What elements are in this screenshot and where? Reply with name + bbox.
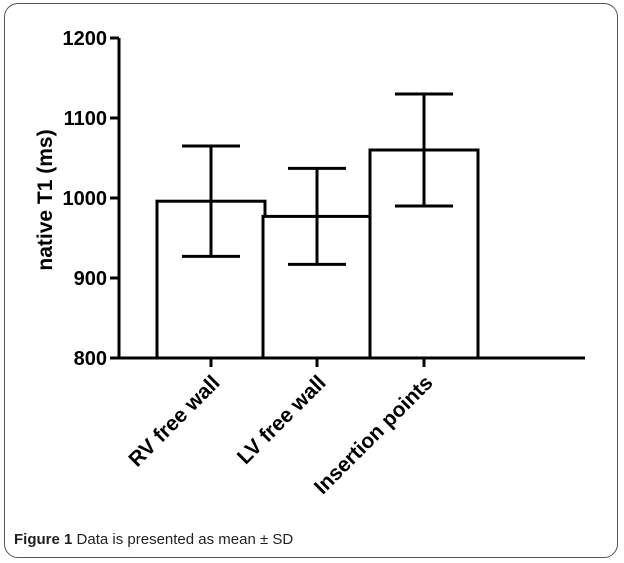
x-tick-label-0: RV free wall xyxy=(124,371,224,471)
figure-label: Figure 1 xyxy=(14,531,73,548)
figure-caption-text: Data is presented as mean ± SD xyxy=(76,531,294,548)
y-tick-label-1: 900 xyxy=(74,268,107,290)
x-tick-label-1: LV free wall xyxy=(233,371,331,469)
x-tick-label-2: Insertion points xyxy=(310,371,438,499)
y-tick-label-3: 1100 xyxy=(64,108,107,130)
figure-caption: Figure 1 Data is presented as mean ± SD xyxy=(14,531,293,548)
bars xyxy=(155,92,480,360)
y-axis-label: native T1 (ms) xyxy=(34,129,57,270)
y-tick-label-4: 1200 xyxy=(63,28,108,50)
y-tick-label-2: 1000 xyxy=(63,188,108,210)
y-tick-label-0: 800 xyxy=(74,348,107,370)
